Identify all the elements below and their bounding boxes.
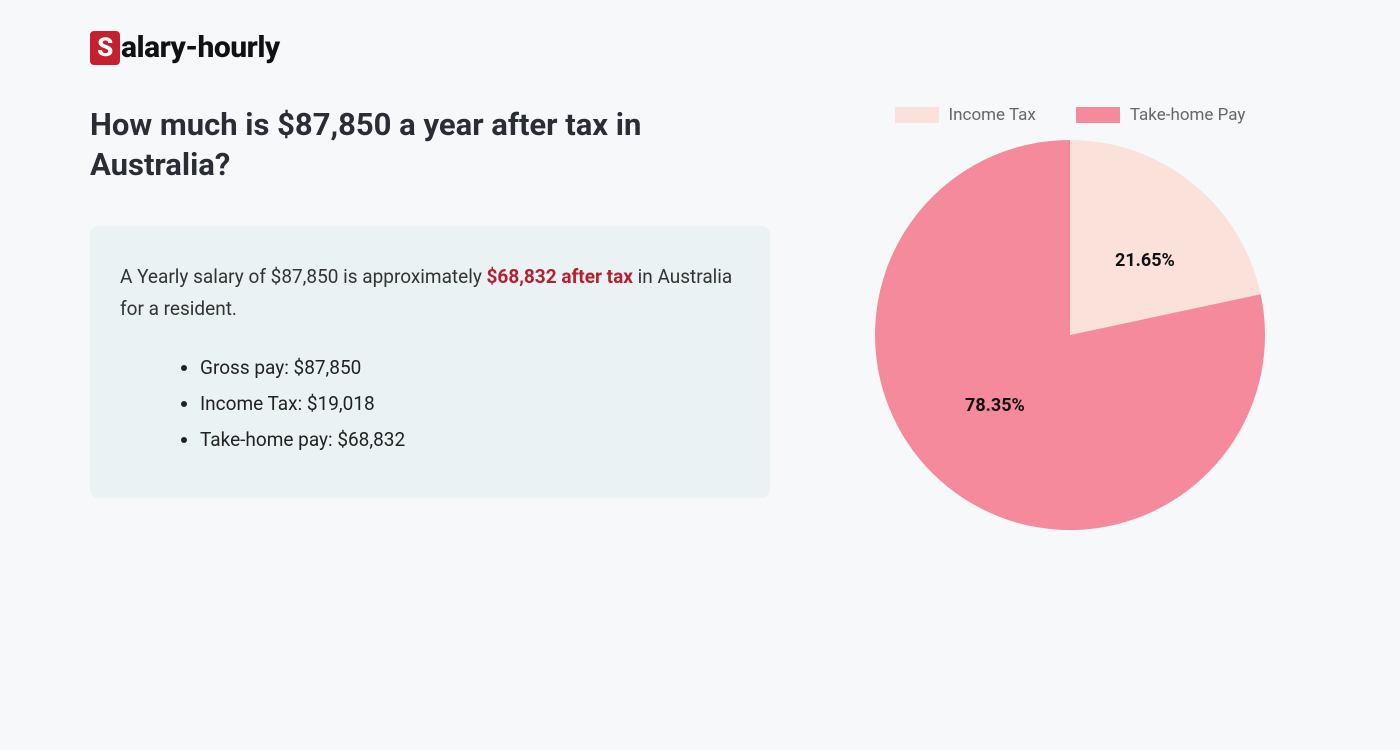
chart-legend: Income Tax Take-home Pay	[895, 105, 1246, 125]
legend-label: Income Tax	[949, 105, 1036, 125]
logo-text: alary-hourly	[121, 30, 280, 65]
legend-label: Take-home Pay	[1130, 105, 1246, 125]
list-item: Gross pay: $87,850	[200, 350, 740, 386]
summary-prefix: A Yearly salary of $87,850 is approximat…	[120, 265, 487, 288]
list-item: Income Tax: $19,018	[200, 386, 740, 422]
slice-label-income-tax: 21.65%	[1115, 250, 1175, 271]
pie-chart: 21.65% 78.35%	[875, 140, 1265, 530]
list-item: Take-home pay: $68,832	[200, 422, 740, 458]
legend-item-take-home: Take-home Pay	[1076, 105, 1246, 125]
summary-box: A Yearly salary of $87,850 is approximat…	[90, 226, 770, 499]
content-row: How much is $87,850 a year after tax in …	[90, 105, 1310, 530]
page-title: How much is $87,850 a year after tax in …	[90, 105, 770, 186]
legend-swatch	[1076, 107, 1120, 123]
pie-svg	[875, 140, 1265, 530]
legend-item-income-tax: Income Tax	[895, 105, 1036, 125]
logo-badge: S	[90, 31, 120, 65]
summary-highlight: $68,832 after tax	[487, 265, 633, 288]
summary-text: A Yearly salary of $87,850 is approximat…	[120, 261, 740, 326]
legend-swatch	[895, 107, 939, 123]
chart-column: Income Tax Take-home Pay 21.65% 78.35%	[830, 105, 1310, 530]
site-logo: Salary-hourly	[90, 30, 1310, 65]
left-column: How much is $87,850 a year after tax in …	[90, 105, 770, 530]
slice-label-take-home: 78.35%	[965, 395, 1025, 416]
page-root: Salary-hourly How much is $87,850 a year…	[0, 0, 1400, 560]
bullet-list: Gross pay: $87,850 Income Tax: $19,018 T…	[120, 350, 740, 458]
